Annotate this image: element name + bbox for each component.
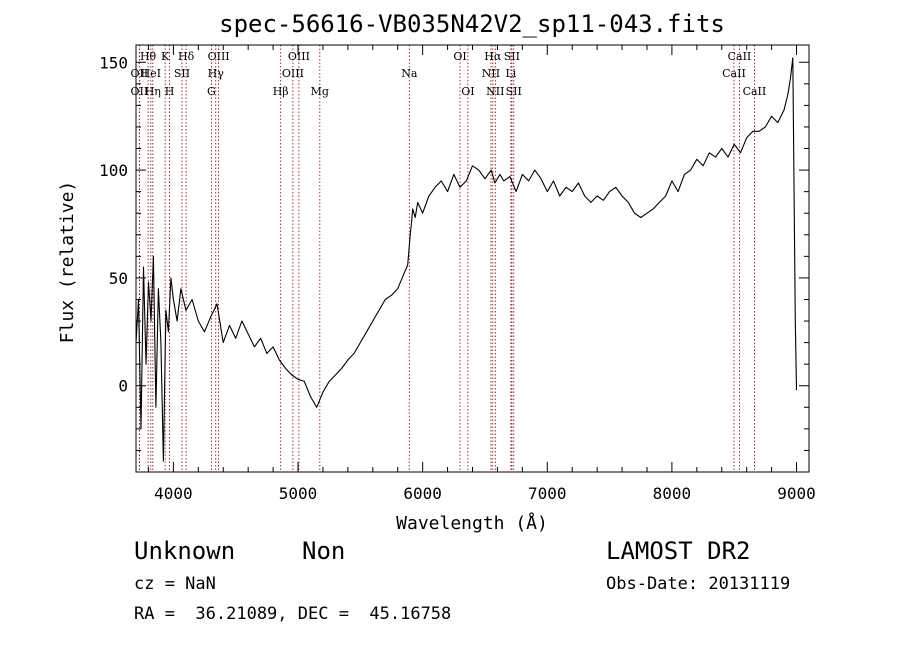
line-label-14: OIII [282, 67, 304, 80]
plot-area: OII OII Hθ HeI Hη K SII H Hδ OIII Hγ G Hβ OIII OIII Mg N… [99, 44, 816, 503]
line-label-22: SII [504, 50, 520, 63]
axes-frame [135, 44, 810, 473]
line-label-13: OIII [288, 50, 310, 63]
line-label-0: OII [131, 67, 149, 80]
line-label-2: Hθ [140, 50, 157, 63]
y-tick-label-50: 50 [109, 269, 128, 288]
x-tick-label-8000: 8000 [653, 484, 692, 503]
x-tick-label-6000: 6000 [403, 484, 442, 503]
y-tick-label-0: 0 [118, 377, 128, 396]
line-label-5: K [161, 50, 170, 63]
line-label-17: OI [453, 50, 466, 63]
line-label-8: Hδ [178, 50, 195, 63]
x-tick-label-7000: 7000 [528, 484, 567, 503]
line-label-11: G [207, 85, 216, 98]
object-subclass: Non [302, 537, 346, 565]
line-label-20: NII [482, 67, 500, 80]
line-label-9: OIII [208, 50, 230, 63]
survey-name: LAMOST DR2 [606, 537, 751, 565]
spectrum-line [135, 57, 798, 462]
line-label-18: OI [461, 85, 474, 98]
redshift: cz = NaN [134, 574, 216, 594]
line-label-12: Hβ [273, 85, 289, 98]
y-tick-label-150: 150 [99, 53, 128, 72]
line-label-16: Na [401, 67, 418, 80]
line-label-26: CaII [722, 67, 746, 80]
line-label-3: HeI [141, 67, 161, 80]
object-class: Unknown [134, 537, 236, 565]
y-tick-label-100: 100 [99, 161, 128, 180]
line-label-15: Mg [311, 85, 329, 98]
line-label-21: NII [486, 85, 504, 98]
line-label-7: H [165, 85, 175, 98]
x-tick-label-9000: 9000 [777, 484, 816, 503]
y-axis-label: Flux (relative) [57, 181, 78, 344]
line-label-27: CaII [743, 85, 767, 98]
x-tick-label-5000: 5000 [279, 484, 318, 503]
line-label-25: CaII [728, 50, 752, 63]
line-label-19: Hα [484, 50, 502, 63]
chart-title: spec-56616-VB035N42V2_sp11-043.fits [219, 10, 725, 38]
line-label-4: Hη [145, 85, 161, 98]
coordinates: RA = 36.21089, DEC = 45.16758 [134, 604, 452, 624]
x-axis-label: Wavelength (Å) [396, 512, 548, 534]
line-label-10: Hγ [208, 67, 225, 80]
line-label-23: Li [505, 67, 516, 80]
line-label-24: SII [506, 85, 522, 98]
line-label-6: SII [174, 67, 190, 80]
x-tick-label-4000: 4000 [154, 484, 193, 503]
observation-date: Obs-Date: 20131119 [606, 574, 791, 594]
line-label-1: OII [131, 85, 149, 98]
